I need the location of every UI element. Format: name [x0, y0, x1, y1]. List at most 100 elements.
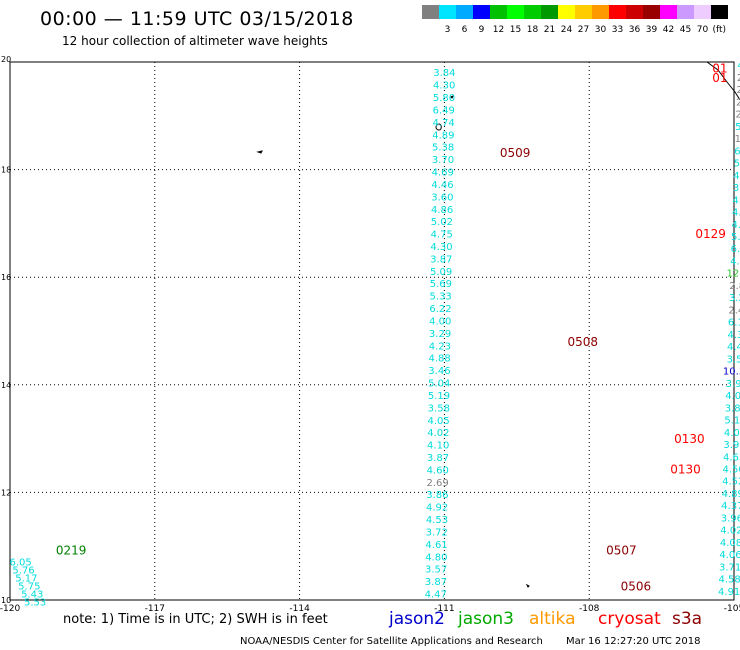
wave-height-value: 4.00 [429, 316, 451, 327]
island-outline [525, 583, 530, 588]
wave-height-value: 4.80 [425, 552, 447, 563]
wave-height-value: 4.47 [425, 590, 447, 601]
wave-height-value: 4.10 [427, 441, 449, 452]
legend-cryosat: cryosat [598, 609, 661, 629]
legend-jason2: jason2 [389, 609, 445, 629]
colorbar-label: 15 [510, 25, 521, 35]
wave-height-value: 4.53 [426, 515, 448, 526]
colorbar-swatch [524, 5, 541, 19]
wave-height-value: 4.74 [432, 118, 454, 129]
colorbar-swatch [660, 5, 677, 19]
pass-label: 0129 [695, 227, 726, 241]
wave-height-value: 3.57 [425, 565, 447, 576]
pass-label: 0509 [500, 146, 531, 160]
colorbar-swatch [558, 5, 575, 19]
wave-height-value: 2.47 [728, 305, 740, 316]
colorbar-swatch [507, 5, 524, 19]
mainland-coast [706, 61, 740, 101]
wave-height-value: 5.19 [428, 391, 450, 402]
x-tick-label: -105 [724, 604, 740, 614]
pass-label: 0130 [670, 463, 701, 477]
wave-height-value: 6.47 [731, 244, 740, 255]
colorbar-swatch [473, 5, 490, 19]
colorbar-swatch [609, 5, 626, 19]
colorbar-label: 36 [629, 25, 641, 35]
wave-height-value: 4.91 [718, 587, 740, 598]
x-tick-label: -117 [145, 604, 165, 614]
wave-height-value: 3.70 [432, 155, 454, 166]
wave-height-value: 4.02 [720, 526, 740, 537]
wave-height-value: 4.23 [429, 341, 451, 352]
colorbar-swatch [439, 5, 456, 19]
wave-height-value: 3.92 [726, 379, 740, 390]
wave-height-value: 5.04 [428, 379, 450, 390]
legend-jason3: jason3 [458, 609, 514, 629]
wave-height-value: 2.05 [736, 97, 740, 108]
colorbar-swatch [592, 5, 609, 19]
colorbar-label: 18 [527, 25, 539, 35]
wave-height-value: 2.37 [736, 110, 740, 121]
wave-height-value: 4.30 [430, 242, 452, 253]
wave-height-value: 3.65 [733, 183, 740, 194]
wave-height-value: 4.39 [730, 256, 740, 267]
wave-height-value: 5.38 [432, 143, 454, 154]
wave-height-value: 4.50 [723, 464, 740, 475]
y-tick-label: 14 [1, 381, 11, 390]
wave-height-value: 3.60 [431, 192, 453, 203]
wave-height-value: 3.86 [426, 490, 448, 501]
map-subtitle: 12 hour collection of altimeter wave hei… [62, 34, 328, 48]
wave-height-value: 4.68 [732, 220, 740, 231]
colorbar-label: 39 [646, 25, 658, 35]
wave-height-value: 4.08 [720, 538, 740, 549]
wave-height-value: 4.02 [427, 428, 449, 439]
wave-height-value: 6.22 [429, 304, 451, 315]
colorbar-label: 21 [544, 25, 555, 35]
wave-height-value: 2.87 [729, 281, 740, 292]
colorbar-label: 33 [612, 25, 623, 35]
wave-height-value: 12.49 [727, 269, 740, 280]
y-tick-label: 18 [1, 166, 11, 175]
wave-height-value: 3.84 [433, 68, 455, 79]
x-tick-label: -111 [434, 604, 454, 614]
wave-height-value: 3.58 [428, 403, 450, 414]
island-outline [256, 150, 263, 154]
wave-height-value: 4.92 [426, 503, 448, 514]
wave-height-value: 3.87 [425, 577, 447, 588]
wave-height-value: 5.53 [24, 598, 46, 609]
wave-height-value: 5.75 [18, 581, 40, 592]
colorbar-label: 70 [697, 25, 709, 35]
wave-height-value: 2.45 [736, 85, 740, 96]
wave-height-value: 4.69 [432, 168, 454, 179]
wave-height-value: 4.35 [727, 330, 740, 341]
pass-label: 01 [712, 61, 727, 75]
map-grid: -120 -117 -114 -111 -108 -105 20 18 16 14 12 10 [0, 55, 740, 614]
wave-height-value: 3.96 [721, 513, 740, 524]
wave-height-value: 4.00 [725, 391, 740, 402]
wave-height-value: 4.60 [427, 465, 449, 476]
pass-label: 0508 [567, 335, 598, 349]
x-tick-label: -120 [0, 604, 20, 614]
wave-height-value: 1.24 [735, 134, 740, 145]
wave-height-value: 3.71 [719, 562, 740, 573]
wave-height-value: 5.80 [433, 93, 455, 104]
wave-height-value: 4.89 [432, 130, 454, 141]
wave-height-value: 4.37 [721, 501, 740, 512]
wave-height-value: 3.56 [727, 354, 740, 365]
wave-height-value: 5.68 [734, 159, 740, 170]
colorbar-swatch [575, 5, 592, 19]
wave-height-value: 5.07 [735, 122, 740, 133]
wave-height-value: 5.33 [430, 292, 452, 303]
wave-height-value: 6.05 [9, 557, 31, 568]
wave-height-value: 4.40 [732, 195, 740, 206]
y-tick-label: 20 [1, 55, 11, 64]
wave-height-map: -120 -117 -114 -111 -108 -105 20 18 16 14 12 10 3.8… [0, 55, 740, 614]
wave-height-value: 4.30 [433, 81, 455, 92]
colorbar-swatch [541, 5, 558, 19]
wave-height-value: 4.06 [719, 550, 740, 561]
wave-height-value: 5.02 [431, 217, 453, 228]
wave-height-value: 4.89 [722, 489, 740, 500]
wave-height-value: 3.97 [723, 440, 740, 451]
wave-height-value: 4.88 [429, 354, 451, 365]
colorbar-label: 30 [595, 25, 607, 35]
